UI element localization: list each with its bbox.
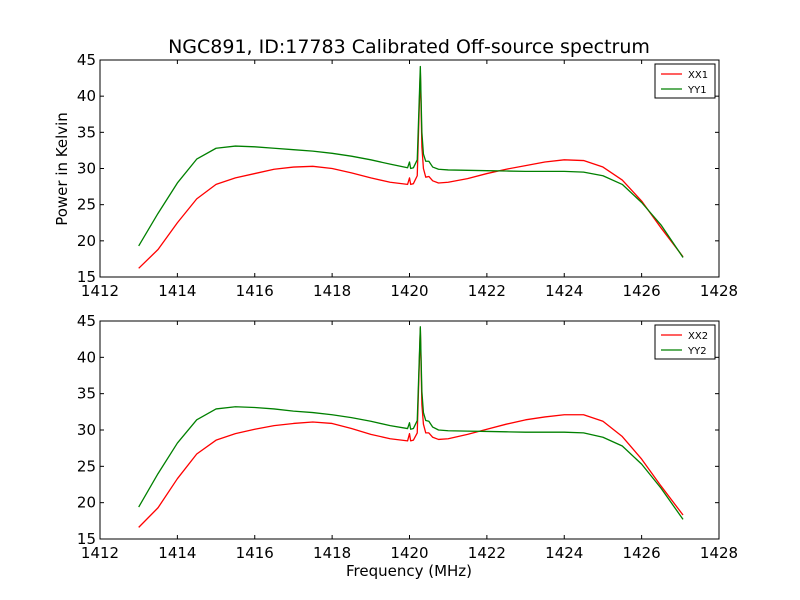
y-tick-label: 15 xyxy=(77,530,96,548)
x-tick-label: 1416 xyxy=(236,544,274,562)
legend-box xyxy=(654,63,716,99)
bottom-panel: 1412 1414 1416 1418 1420 1422 1424 1426 1428 15 20… xyxy=(77,312,738,562)
y-tick-label: 40 xyxy=(77,87,96,105)
legend-label-yy1: YY1 xyxy=(687,85,707,96)
x-tick-label: 1412 xyxy=(81,544,119,562)
x-tick-label: 1414 xyxy=(158,282,196,300)
y-tick-label: 45 xyxy=(77,51,96,69)
x-tick-label: 1418 xyxy=(313,544,351,562)
x-tick-label: 1424 xyxy=(545,544,583,562)
y-tick-label: 45 xyxy=(77,312,96,330)
legend-label-xx2: XX2 xyxy=(688,331,708,342)
x-tick-label: 1418 xyxy=(313,282,351,300)
x-tick-label: 1420 xyxy=(390,544,428,562)
chart-title: NGC891, ID:17783 Calibrated Off-source s… xyxy=(168,36,650,58)
legend-label-yy2: YY2 xyxy=(687,346,707,357)
y-tick-label: 20 xyxy=(77,232,96,250)
y-tick-label: 30 xyxy=(77,160,96,178)
x-tick-label: 1428 xyxy=(700,544,738,562)
x-tick-label: 1422 xyxy=(468,544,506,562)
x-tick-label: 1422 xyxy=(468,282,506,300)
y-tick-label: 15 xyxy=(77,268,96,286)
series-line-yy2 xyxy=(138,326,684,520)
y-tick-label: 35 xyxy=(77,385,96,403)
x-axis-label: Frequency (MHz) xyxy=(346,562,472,580)
legend-box xyxy=(654,324,716,360)
legend-label-xx1: XX1 xyxy=(688,70,708,81)
x-tick-label: 1426 xyxy=(623,544,661,562)
x-tick-label: 1424 xyxy=(545,282,583,300)
x-tick-label: 1420 xyxy=(390,282,428,300)
x-tick-label: 1414 xyxy=(158,544,196,562)
y-tick-label: 25 xyxy=(77,196,96,214)
x-tick-label: 1428 xyxy=(700,282,738,300)
x-tick-label: 1416 xyxy=(236,282,274,300)
y-tick-label: 20 xyxy=(77,494,96,512)
series-line-yy1 xyxy=(138,65,684,258)
y-tick-label: 30 xyxy=(77,421,96,439)
y-tick-label: 40 xyxy=(77,348,96,366)
top-panel: 1412 1414 1416 1418 1420 1422 1424 1426 1428 15 20… xyxy=(77,51,738,300)
y-tick-label: 35 xyxy=(77,123,96,141)
x-tick-label: 1412 xyxy=(81,282,119,300)
x-tick-label: 1426 xyxy=(623,282,661,300)
y-axis-label: Power in Kelvin xyxy=(53,112,71,226)
y-tick-label: 25 xyxy=(77,457,96,475)
